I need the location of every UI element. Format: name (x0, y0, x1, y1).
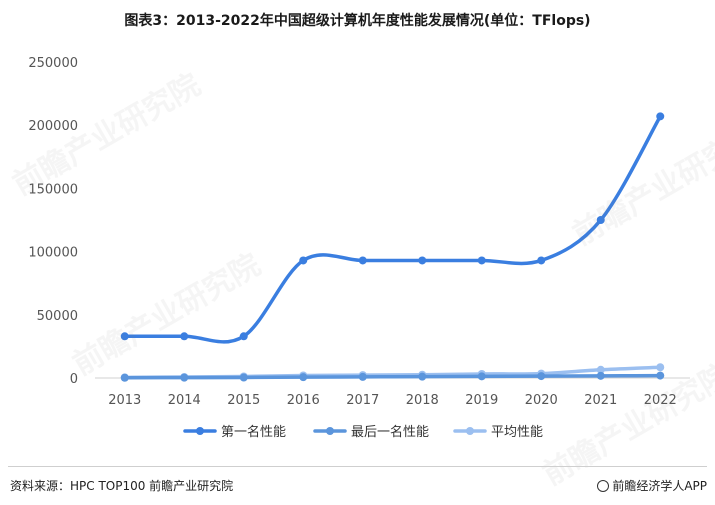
series-line (123, 373, 662, 380)
data-point (180, 373, 189, 382)
legend-label: 最后一名性能 (351, 424, 429, 440)
data-point (537, 372, 546, 381)
legend-marker (196, 427, 204, 435)
data-point (120, 332, 129, 341)
source-note: 资料来源：HPC TOP100 前瞻产业研究院 (10, 479, 234, 493)
legend-label: 平均性能 (491, 425, 543, 440)
y-tick-label: 200000 (28, 119, 78, 134)
data-point (656, 112, 665, 121)
x-tick-label: 2015 (227, 393, 260, 408)
data-point (239, 332, 248, 341)
legend-label: 第一名性能 (221, 424, 286, 440)
y-tick-label: 100000 (28, 246, 78, 261)
x-tick-label: 2022 (644, 393, 677, 408)
data-point (596, 216, 605, 224)
x-tick-label: 2020 (525, 393, 558, 408)
x-tick-label: 2021 (584, 393, 617, 408)
legend-marker (466, 427, 474, 435)
x-tick-label: 2019 (465, 393, 498, 408)
data-point (239, 373, 248, 382)
brand-logo-icon (597, 479, 610, 492)
data-point (418, 256, 427, 265)
y-tick-label: 250000 (28, 56, 78, 71)
data-point (358, 256, 367, 265)
brand: 前瞻经济学人APP (597, 477, 707, 494)
data-point (596, 365, 605, 374)
data-point (537, 256, 546, 265)
series-line (123, 114, 662, 344)
data-point (656, 363, 665, 372)
data-point (299, 373, 308, 382)
y-tick-label: 0 (70, 372, 78, 387)
data-point (120, 373, 129, 382)
data-point (418, 372, 427, 381)
data-point (358, 372, 367, 381)
data-point (180, 332, 189, 341)
y-tick-label: 150000 (28, 182, 78, 197)
footer-divider (8, 466, 707, 467)
data-point (656, 371, 665, 380)
data-point (477, 256, 486, 265)
brand-label: 前瞻经济学人APP (612, 479, 707, 493)
x-tick-label: 2013 (108, 393, 141, 408)
data-point (299, 256, 308, 265)
y-tick-label: 50000 (37, 309, 78, 324)
line-chart: 0 50000 100000 150000 200000 250000 2013 2014 20… (28, 56, 690, 440)
x-tick-label: 2016 (287, 393, 320, 408)
x-tick-label: 2018 (406, 393, 439, 408)
data-point (596, 371, 605, 380)
legend-marker (326, 427, 334, 435)
chart-title: 图表3：2013-2022年中国超级计算机年度性能发展情况(单位：TFlops) (124, 13, 591, 29)
x-tick-label: 2014 (168, 393, 201, 408)
x-tick-label: 2017 (346, 393, 379, 408)
data-point (477, 372, 486, 381)
